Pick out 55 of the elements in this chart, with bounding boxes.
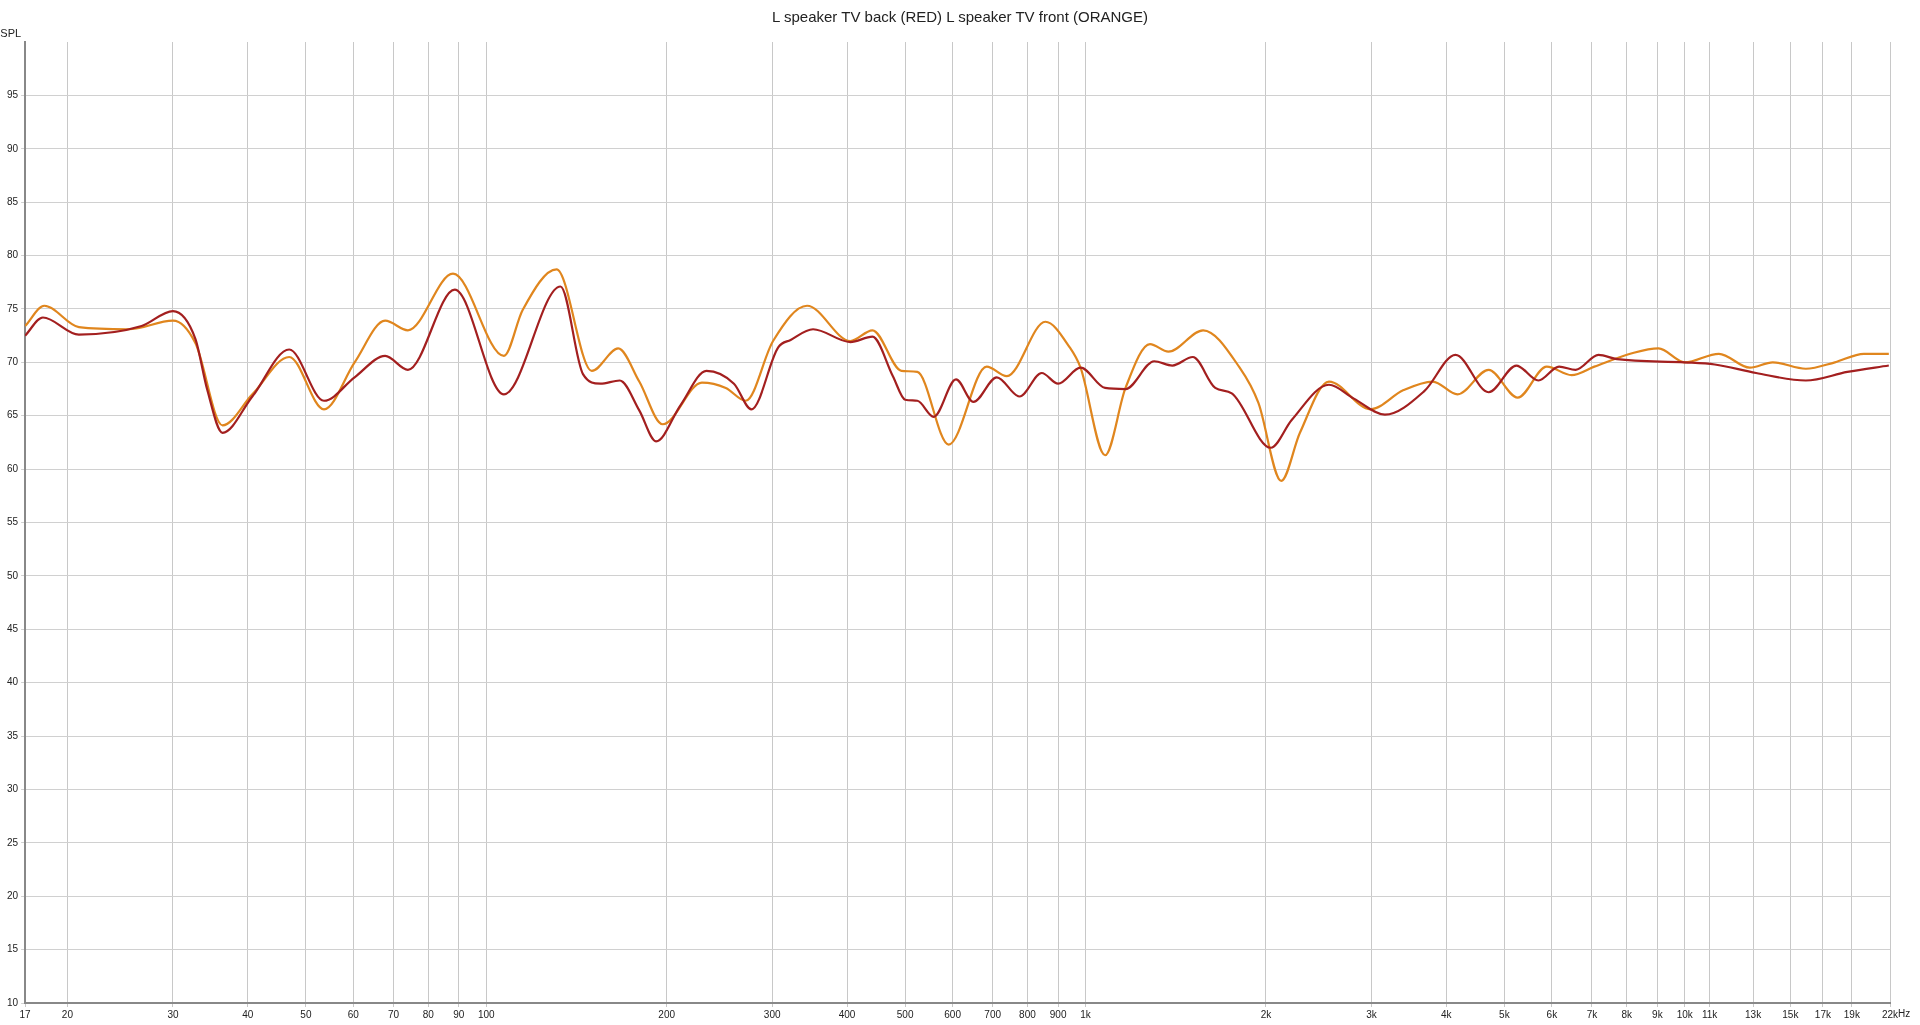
x-tick-label: 1k	[1080, 1008, 1092, 1020]
y-tick-label: 90	[7, 142, 19, 154]
y-tick-label: 40	[7, 676, 19, 688]
x-tick-label: 8k	[1621, 1008, 1634, 1020]
x-tick-label: 11k	[1701, 1008, 1719, 1020]
x-tick-label: 40	[242, 1008, 254, 1020]
x-tick-label: 30	[167, 1008, 179, 1020]
x-tick-label: 800	[1019, 1008, 1037, 1020]
x-tick-label: 13k	[1745, 1008, 1763, 1020]
y-tick-label: 35	[7, 729, 19, 741]
x-tick-label: 300	[763, 1008, 781, 1020]
x-tick-label: 19k	[1843, 1008, 1861, 1020]
x-tick-label: 100	[477, 1008, 496, 1020]
x-tick-label: 500	[896, 1008, 914, 1020]
y-tick-label: 75	[7, 302, 19, 314]
y-tick-label: 65	[7, 409, 19, 421]
x-tick-label: 600	[944, 1008, 962, 1020]
x-tick-label: 400	[838, 1008, 856, 1020]
x-tick-label: 70	[387, 1008, 400, 1020]
x-tick-label: 5k	[1499, 1008, 1511, 1020]
y-tick-label: 95	[7, 89, 19, 101]
x-tick-label: 4k	[1441, 1008, 1453, 1020]
y-tick-label: 85	[7, 195, 19, 207]
x-tick-label: 3k	[1366, 1008, 1378, 1020]
x-tick-label: 80	[422, 1008, 435, 1020]
y-tick-label: 25	[7, 836, 19, 848]
y-tick-label: 60	[7, 462, 19, 474]
y-axis-title: SPL	[0, 26, 22, 39]
chart-title: L speaker TV back (RED) L speaker TV front (ORANGE)	[771, 8, 1149, 25]
x-tick-label: 15k	[1782, 1008, 1800, 1020]
y-tick-label: 15	[7, 943, 19, 955]
y-tick-label: 50	[7, 569, 19, 581]
y-tick-label: 55	[7, 516, 19, 528]
y-tick-label: 45	[7, 623, 19, 635]
x-tick-label: 900	[1049, 1008, 1067, 1020]
x-tick-label: 2k	[1260, 1008, 1273, 1020]
x-tick-label: 6k	[1546, 1008, 1559, 1020]
y-tick-label: 10	[7, 996, 19, 1008]
x-tick-label: 60	[347, 1008, 360, 1020]
x-tick-label: 9k	[1652, 1008, 1664, 1020]
x-axis-title: Hz	[1898, 1007, 1911, 1019]
x-tick-label: 700	[984, 1008, 1002, 1020]
x-tick-label: 200	[658, 1008, 676, 1020]
x-tick-label: 22k	[1881, 1008, 1900, 1020]
y-tick-label: 30	[7, 783, 19, 795]
x-tick-label: 17k	[1814, 1008, 1832, 1020]
x-tick-label: 50	[300, 1008, 312, 1020]
x-tick-label: 20	[61, 1008, 74, 1020]
x-tick-label: 7k	[1586, 1008, 1599, 1020]
x-tick-label: 17	[19, 1008, 32, 1020]
y-tick-label: 20	[7, 889, 19, 901]
y-tick-label: 80	[7, 249, 19, 261]
x-tick-label: 10k	[1676, 1008, 1694, 1020]
y-tick-label: 70	[7, 356, 19, 368]
x-tick-label: 90	[453, 1008, 465, 1020]
